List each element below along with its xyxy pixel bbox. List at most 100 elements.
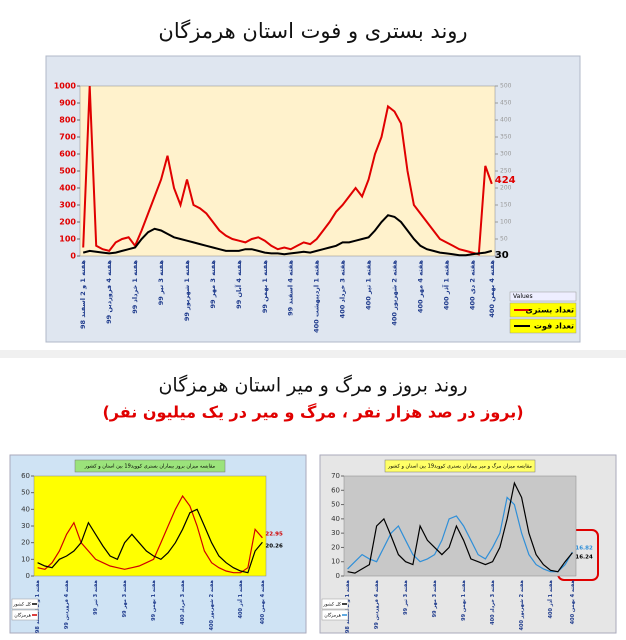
legend-label: هرمزگان: [14, 612, 31, 619]
x-tick-label: هفته 1 آذر 400: [546, 579, 554, 618]
plot-area: [79, 85, 496, 257]
x-tick-label: هفته 1 آذر 400: [236, 579, 244, 618]
legend-box: [11, 609, 39, 621]
legend-label: کل کشور: [322, 602, 341, 608]
x-tick-label: هفته 2 دی 400: [468, 260, 476, 310]
y2-tick-label: 250: [500, 168, 512, 175]
plot-area: [33, 475, 267, 577]
series-line: [347, 496, 573, 573]
x-tick-label: هفته 4 بهمن 400: [488, 260, 496, 318]
y-tick-label: 900: [59, 99, 76, 108]
data-label: 30: [495, 250, 509, 261]
y-tick-label: 60: [21, 472, 30, 480]
y-tick-label: 600: [59, 150, 76, 159]
y-tick-label: 70: [331, 472, 340, 480]
x-tick-label: هفته 3 تیر 99: [157, 260, 165, 306]
legend-box: [509, 302, 577, 318]
x-tick-label: هفته 4 مهر 400: [416, 260, 424, 314]
chart-title: مقایسه میزان بروز بیماران بستری کووید19 …: [84, 464, 216, 470]
y-tick-label: 500: [59, 167, 76, 176]
data-label: 16.24: [575, 554, 593, 560]
x-tick-label: هفته 1 بهمن 99: [151, 579, 157, 620]
y-tick-label: 10: [21, 555, 30, 563]
y-tick-label: 300: [59, 201, 76, 210]
y-tick-label: 20: [331, 543, 340, 551]
y2-tick-label: 350: [500, 134, 512, 141]
legend-header: [509, 291, 577, 302]
y2-tick-label: 500: [500, 83, 512, 90]
series-line: [82, 214, 493, 257]
y-tick-label: 1000: [54, 82, 77, 91]
title-box: [74, 459, 226, 473]
x-tick-label: هفته 3 تیر 99: [403, 579, 409, 614]
legend-box: [11, 598, 39, 610]
y2-tick-label: 50: [500, 236, 508, 243]
y-tick-label: 50: [21, 489, 30, 497]
title-box: [384, 459, 536, 473]
x-tick-label: هفته 3 تیر 99: [93, 579, 99, 614]
y-tick-label: 40: [21, 505, 30, 513]
y2-tick-label: 300: [500, 151, 512, 158]
y-tick-label: 30: [21, 522, 30, 530]
series-line: [37, 508, 263, 574]
y-tick-label: 400: [59, 184, 76, 193]
x-tick-label: هفته 1 شهریور 99: [183, 260, 191, 322]
section-subtitle: (بروز در صد هزار نفر ، مرگ و میر در یک م…: [102, 403, 523, 422]
y-tick-label: 60: [331, 486, 340, 494]
y-tick-label: 700: [59, 133, 76, 142]
y2-tick-label: 400: [500, 117, 512, 124]
y2-tick-label: 100: [500, 219, 512, 226]
data-label: 22.95: [265, 531, 283, 537]
chart-title: روند بستری و فوت استان هرمزگان: [158, 19, 467, 43]
x-tick-label: هفته 4 فروردین 99: [64, 579, 70, 629]
data-label: 20.26: [265, 544, 283, 550]
y-tick-label: 0: [26, 572, 30, 580]
x-tick-label: هفته 3 خرداد 400: [339, 260, 347, 319]
y2-tick-label: 150: [500, 202, 512, 209]
x-tick-label: هفته 4 اسفند 99: [287, 260, 295, 316]
y-tick-label: 0: [70, 252, 76, 261]
series-line: [37, 494, 263, 574]
x-tick-label: هفته 4 بهمن 400: [260, 579, 266, 624]
y-tick-label: 800: [59, 116, 76, 125]
chart-title: مقایسه میزان مرگ و میر بیماران بستری کوو…: [387, 463, 532, 470]
x-tick-label: هفته 1 آذر 400: [441, 260, 450, 310]
x-tick-label: هفته 4 بهمن 400: [570, 579, 576, 624]
legend-box: [509, 318, 577, 334]
y-tick-label: 20: [21, 539, 30, 547]
x-tick-label: هفته 1 اردیبهشت 400: [313, 260, 321, 333]
series-line: [82, 85, 493, 256]
y2-tick-label: 200: [500, 185, 512, 192]
x-tick-label: هفته 1 و 2 اسفند 98: [79, 260, 87, 329]
x-tick-label: هفته 2 شهریور 400: [209, 579, 215, 630]
legend-title: Values: [513, 293, 533, 300]
data-label: 424: [495, 175, 516, 186]
x-tick-label: هفته 1 بهمن 99: [261, 260, 269, 314]
y2-tick-label: 450: [500, 100, 512, 107]
y-tick-label: 200: [59, 218, 76, 227]
x-tick-label: هفته 2 شهریور 400: [519, 579, 525, 630]
plot-area: [343, 475, 577, 577]
x-tick-label: هفته 3 مهر 99: [432, 579, 438, 617]
series-line: [347, 481, 573, 574]
legend-box: [321, 598, 349, 610]
y-tick-label: 100: [59, 235, 76, 244]
x-tick-label: هفته 1 بهمن 99: [461, 579, 467, 620]
x-tick-label: هفته 3 خرداد 400: [180, 579, 186, 624]
x-tick-label: هفته 3 خرداد 400: [490, 579, 496, 624]
data-label: 16.82: [575, 545, 593, 551]
x-tick-label: هفته 3 مهر 99: [209, 260, 217, 309]
x-tick-label: هفته 4 فروردین 99: [374, 579, 380, 629]
x-tick-label: هفته 2 شهریور 400: [390, 260, 398, 326]
section-title: روند بروز و مرگ و میر استان هرمزگان: [158, 374, 467, 397]
y2-tick-label: 0: [500, 253, 504, 260]
legend-label: تعداد بستری: [526, 306, 575, 315]
y-tick-label: 10: [331, 558, 340, 566]
y-tick-label: 30: [331, 529, 340, 537]
x-tick-label: هفته 4 آبان 99: [234, 260, 243, 309]
legend-label: هرمزگان: [324, 612, 341, 619]
y-tick-label: 50: [331, 501, 340, 509]
x-tick-label: هفته 3 مهر 99: [122, 579, 128, 617]
y-tick-label: 40: [331, 515, 340, 523]
